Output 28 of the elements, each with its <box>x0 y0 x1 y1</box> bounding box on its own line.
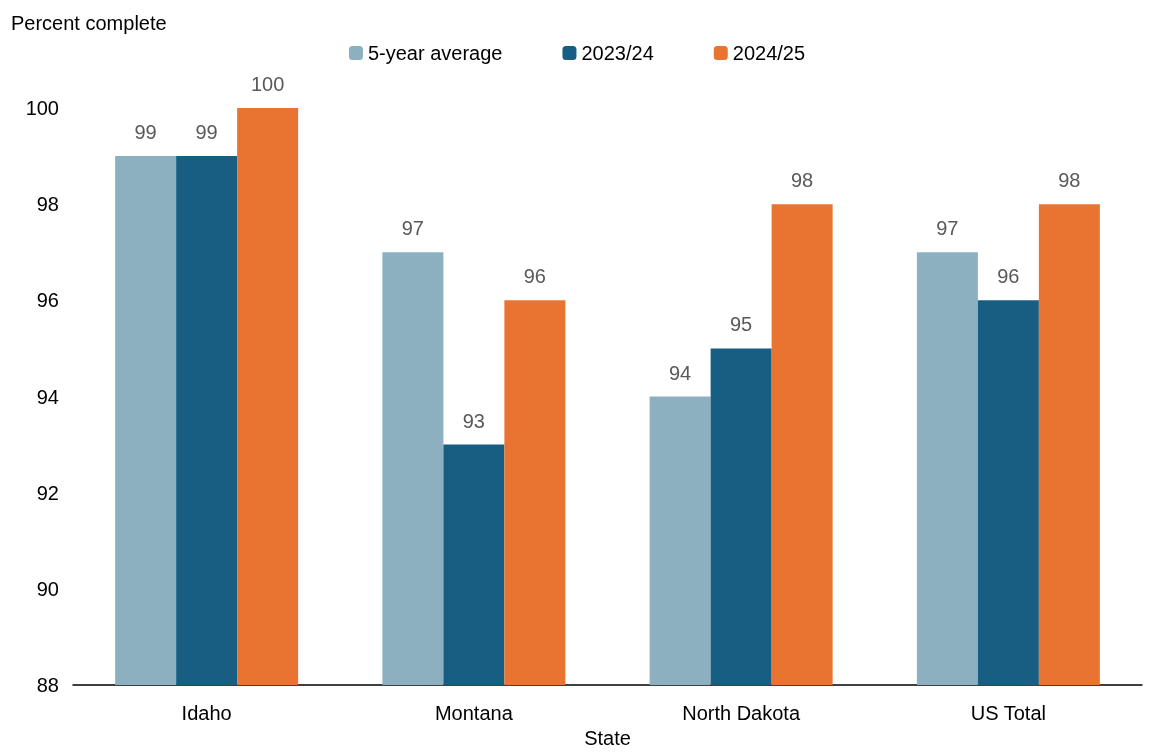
legend-label: 5-year average <box>367 42 503 64</box>
x-axis-title: State <box>584 726 631 749</box>
data-label: 93 <box>462 409 485 432</box>
data-label: 96 <box>523 265 546 288</box>
y-tick-label: 100 <box>25 97 59 119</box>
data-label: 95 <box>730 313 753 336</box>
data-label: 97 <box>936 217 959 240</box>
data-label: 100 <box>250 73 285 95</box>
data-label: 99 <box>134 121 157 144</box>
y-tick-label: 88 <box>36 674 59 696</box>
legend-label: 2023/24 <box>581 42 654 64</box>
data-label: 94 <box>669 361 692 384</box>
data-label: 97 <box>401 217 424 240</box>
data-label: 96 <box>997 265 1020 288</box>
data-label: 99 <box>195 121 218 144</box>
data-label: 98 <box>791 169 814 192</box>
y-tick-label: 94 <box>36 385 59 408</box>
legend-label: 2024/25 <box>732 42 806 64</box>
y-tick-label: 90 <box>36 577 59 600</box>
y-tick-label: 98 <box>36 193 59 216</box>
x-tick-label: North Dakota <box>682 702 801 724</box>
x-tick-label: Idaho <box>181 702 232 724</box>
data-label: 98 <box>1058 169 1081 192</box>
x-tick-label: Montana <box>434 702 514 724</box>
x-tick-label: US Total <box>970 702 1046 724</box>
y-axis-title: Percent complete <box>11 12 167 34</box>
y-tick-label: 92 <box>36 481 59 504</box>
y-tick-label: 96 <box>36 289 59 312</box>
